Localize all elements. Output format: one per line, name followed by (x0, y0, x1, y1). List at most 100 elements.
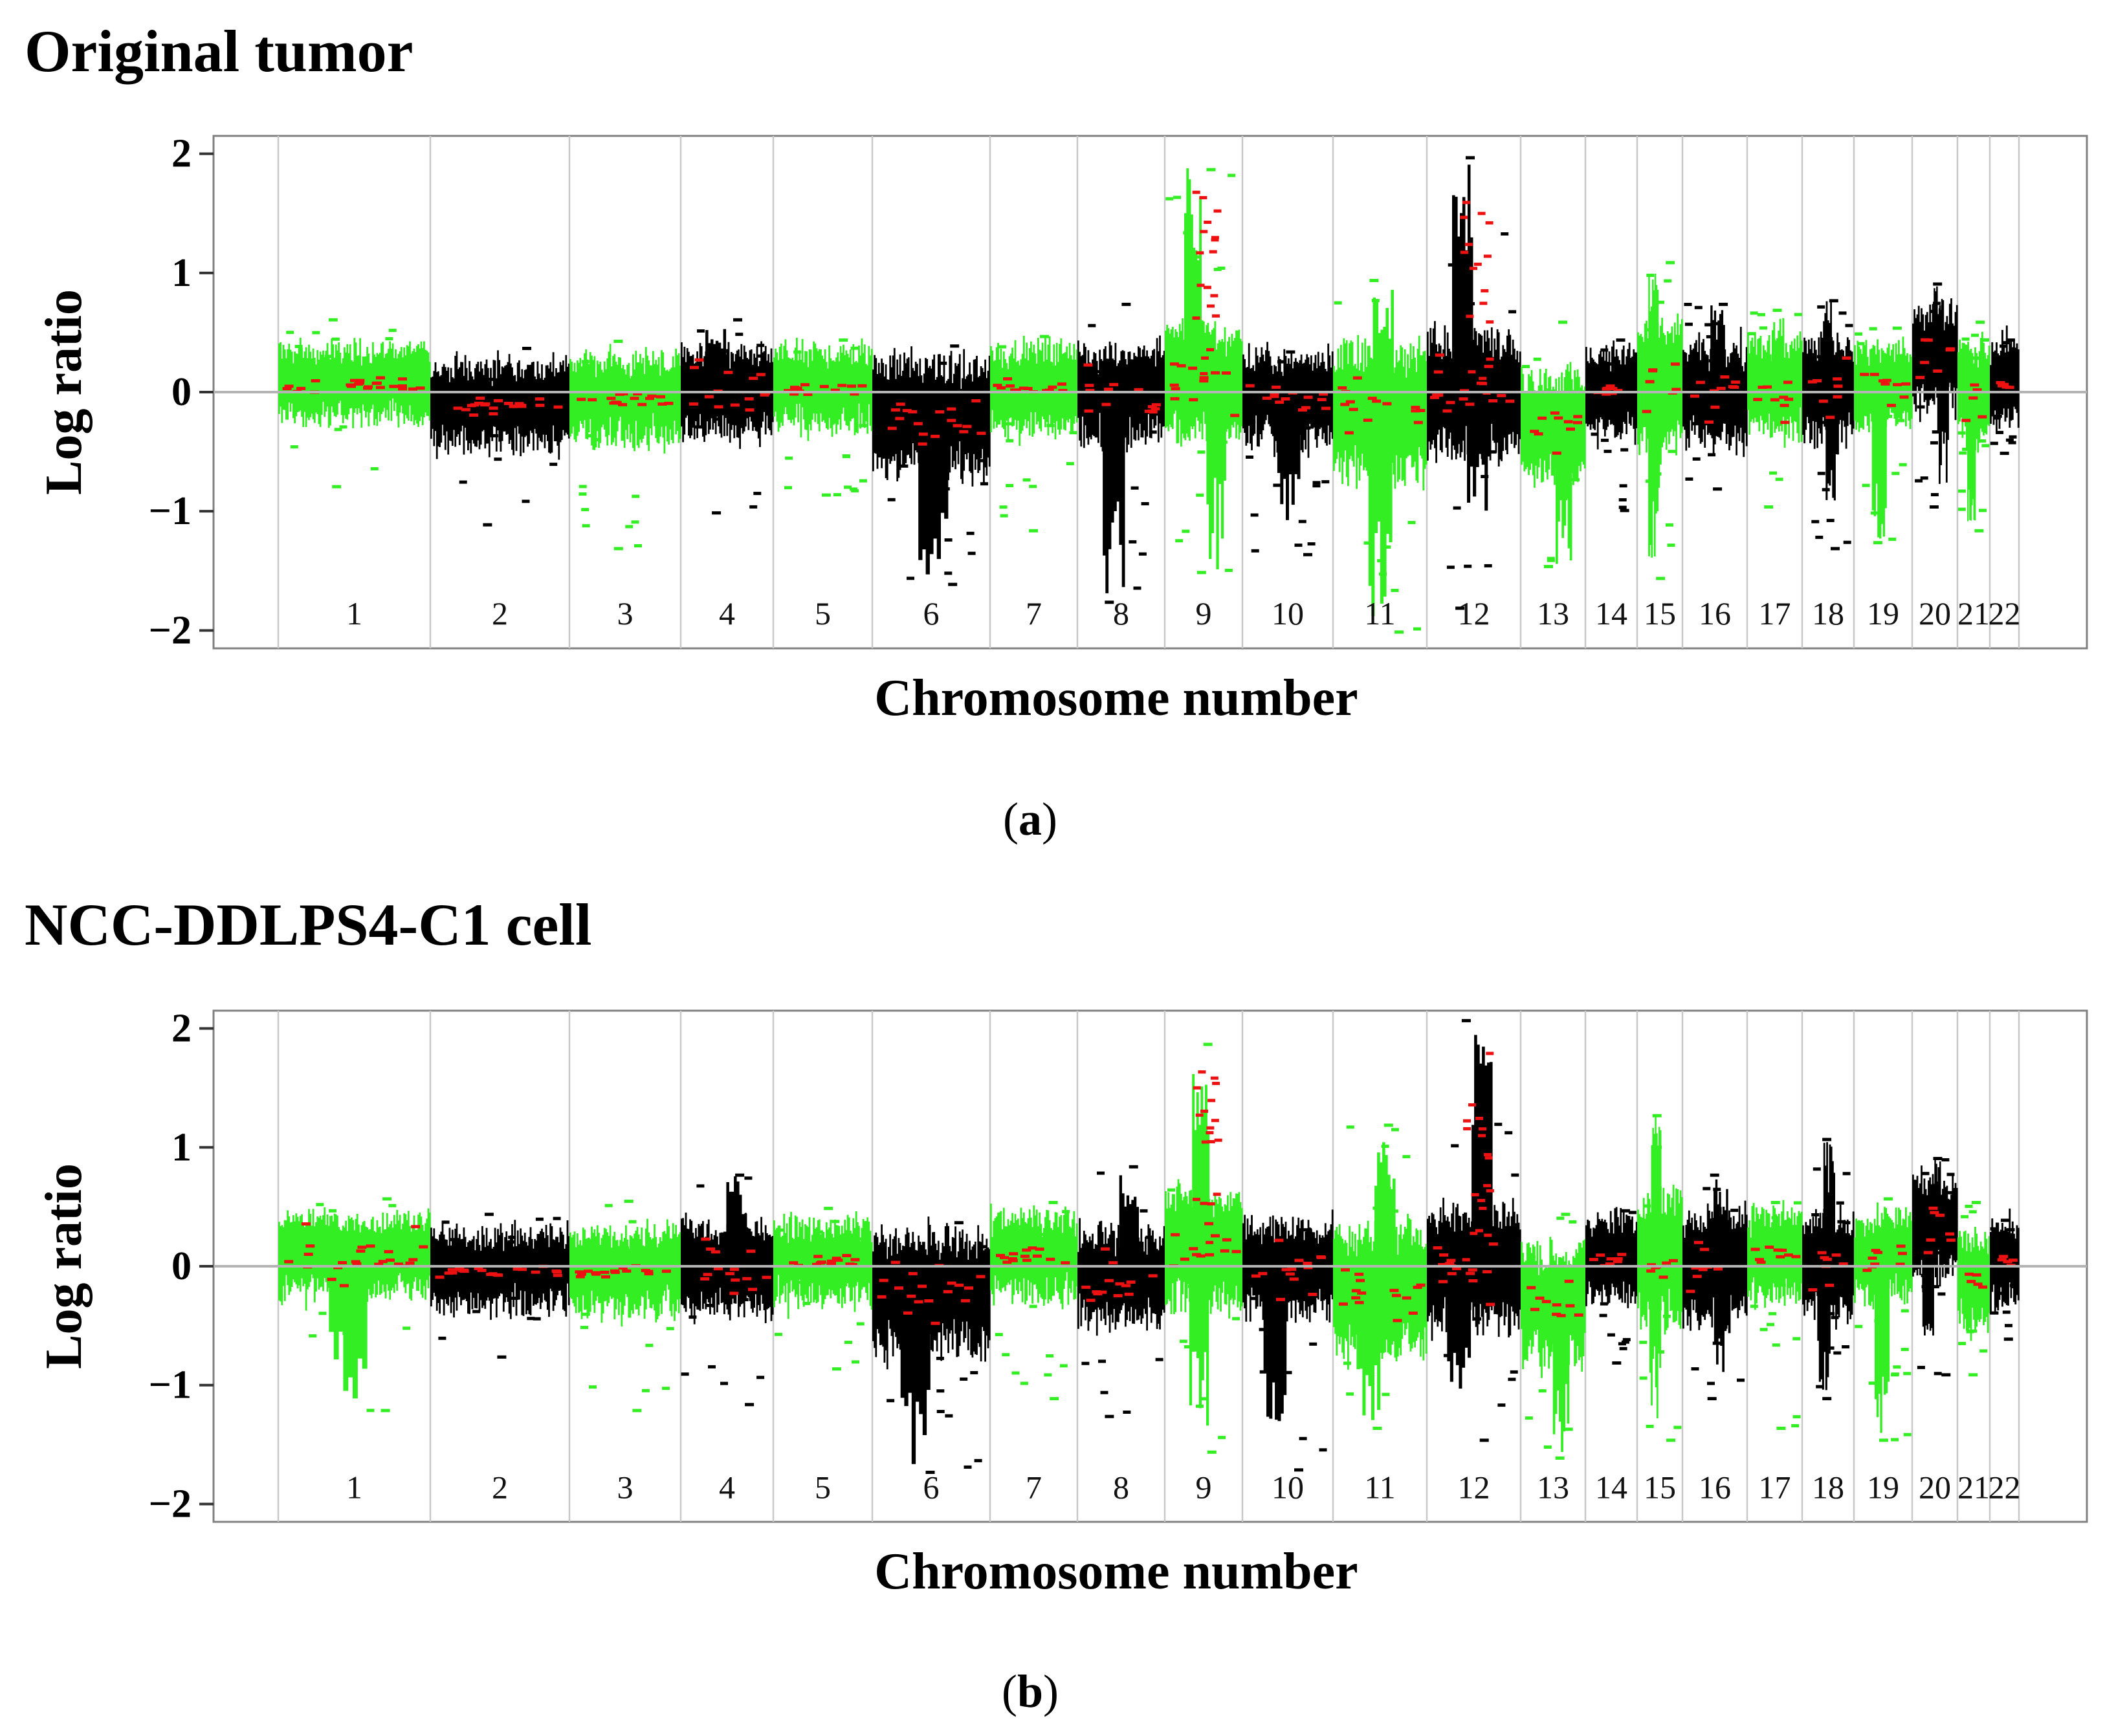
extreme-dash (1561, 1213, 1570, 1216)
segment-mean-dash (1750, 1247, 1760, 1251)
segment-mean-dash (1429, 395, 1439, 399)
segment-bar (542, 380, 545, 435)
extreme-dash (1050, 1397, 1059, 1401)
outlier-dash (634, 544, 642, 547)
segment-bar (1570, 1266, 1573, 1341)
segment-peak (1887, 1257, 1890, 1382)
segment-peak (1934, 288, 1935, 357)
outlier-dash (844, 485, 852, 489)
outlier-dash (784, 486, 792, 490)
segment-mean-dash (1180, 1257, 1189, 1261)
outlier-dash (944, 571, 953, 575)
chromosome-18-segments (1802, 1137, 1855, 1401)
segment-bar (775, 348, 777, 412)
segment-bar (1508, 329, 1510, 435)
segment-mean-dash (1391, 1293, 1401, 1297)
segment-bar (592, 1233, 595, 1305)
extreme-dash (1040, 335, 1049, 338)
segment-peak (1930, 1185, 1933, 1225)
segment-mean-dash (1000, 1256, 1009, 1260)
outlier-dash (547, 377, 555, 380)
segment-bar (400, 347, 402, 406)
segment-mean-dash (355, 379, 365, 382)
segment-bar (490, 368, 492, 437)
outlier-dash (1933, 371, 1941, 375)
segment-mean-dash (622, 1269, 632, 1273)
segment-mean-dash (1171, 1233, 1180, 1236)
segment-bar (1512, 1198, 1514, 1312)
segment-bar (1180, 331, 1182, 447)
chromosome-label: 8 (1113, 595, 1129, 632)
segment-bar (501, 1233, 503, 1294)
segment-bar (404, 1214, 407, 1293)
outlier-dash (1272, 1262, 1281, 1266)
segment-bar (1665, 1214, 1668, 1330)
outlier-dash (363, 1283, 371, 1287)
segment-peak (1652, 1128, 1654, 1255)
segment-peak (1275, 1266, 1279, 1420)
segment-bar (331, 338, 333, 407)
segment-mean-dash (1556, 1313, 1566, 1317)
segment-bar (739, 357, 741, 449)
segment-bar (970, 1249, 973, 1356)
outlier-dash (1339, 1291, 1348, 1295)
segment-bar (434, 362, 437, 432)
outlier-dash (1972, 357, 1981, 360)
segment-bar (1509, 335, 1512, 434)
segment-peak (1202, 1111, 1206, 1249)
segment-mean-dash (1196, 283, 1205, 287)
segment-bar (1589, 347, 1592, 430)
segment-bar (1324, 1223, 1327, 1300)
segment-peak (1380, 410, 1383, 604)
outlier-dash (1747, 384, 1756, 388)
segment-bar (1832, 340, 1835, 430)
segment-bar (914, 362, 917, 451)
segment-bar (2001, 1223, 2003, 1307)
segment-bar (1501, 357, 1503, 461)
segment-bar (450, 1245, 452, 1313)
segment-bar (1783, 1220, 1786, 1306)
segment-bar (468, 1240, 470, 1314)
segment-bar (1147, 1224, 1150, 1298)
outlier-dash (1298, 520, 1306, 523)
outlier-dash (1251, 549, 1259, 553)
outlier-dash (1897, 1227, 1905, 1231)
segment-bar (1868, 366, 1870, 432)
segment-bar (712, 1239, 714, 1308)
segment-bar (1521, 1242, 1523, 1330)
segment-bar (1073, 344, 1075, 424)
segment-bar (750, 1231, 753, 1309)
segment-bar (1800, 1211, 1803, 1284)
segment-bar (883, 1242, 886, 1363)
segment-bar (1420, 355, 1422, 456)
segment-mean-dash (1108, 1261, 1118, 1265)
outlier-dash (1960, 1251, 1968, 1255)
extreme-dash (1884, 1197, 1893, 1201)
segment-bar (557, 372, 559, 446)
segment-mean-dash (784, 389, 793, 393)
segment-mean-dash (389, 384, 399, 388)
segment-mean-dash (1825, 1283, 1835, 1287)
segment-mean-dash (1319, 392, 1328, 396)
segment-bar (1506, 335, 1508, 454)
segment-bar (1268, 351, 1270, 424)
outlier-dash (1990, 1227, 1998, 1231)
segment-mean-dash (931, 1321, 940, 1325)
segment-bar (1559, 1257, 1561, 1343)
extreme-dash (1372, 1427, 1382, 1430)
segment-bar (1706, 355, 1709, 435)
segment-bar (1803, 337, 1805, 444)
segment-mean-dash (1662, 1261, 1671, 1265)
segment-mean-dash (1061, 1261, 1070, 1265)
segment-bar (890, 1255, 893, 1336)
outlier-dash (1891, 1438, 1899, 1442)
outlier-dash (1990, 441, 1998, 445)
segment-bar (602, 1235, 604, 1314)
segment-bar (1547, 1268, 1548, 1346)
segment-bar (1732, 343, 1735, 437)
segment-bar (1429, 1222, 1432, 1313)
segment-bar (635, 351, 637, 421)
extreme-dash (1394, 630, 1404, 634)
segment-bar (1637, 1209, 1639, 1309)
outlier-dash (1029, 485, 1037, 489)
